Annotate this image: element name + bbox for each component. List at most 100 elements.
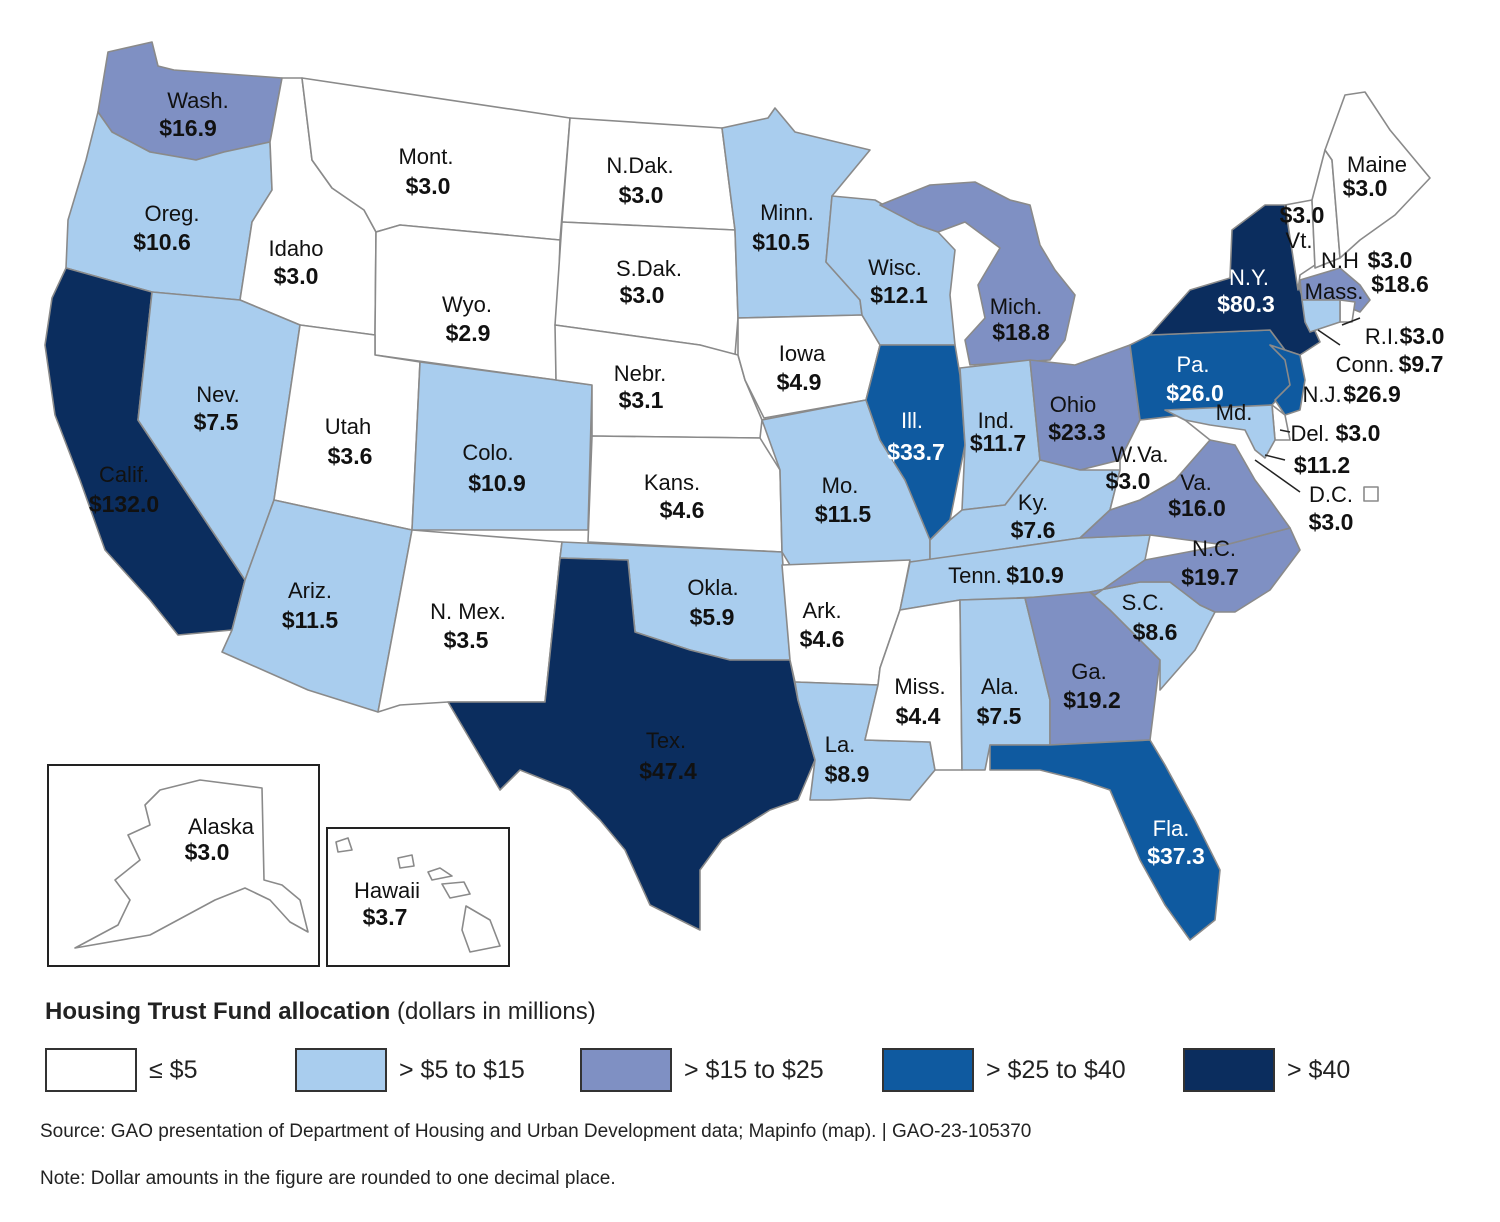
svg-text:R.I.: R.I. [1365, 324, 1399, 349]
legend-label-2: > $15 to $25 [684, 1055, 824, 1084]
svg-text:$33.7: $33.7 [887, 439, 945, 465]
label-tn: Tenn. $10.9 [948, 562, 1064, 588]
label-ne: Nebr.$3.1 [614, 361, 667, 413]
legend-label-0: ≤ $5 [149, 1055, 198, 1084]
state-md[interactable] [1164, 404, 1276, 459]
label-mt: Mont. $3.0 [398, 144, 453, 199]
svg-text:$10.6: $10.6 [133, 229, 191, 255]
svg-text:$3.0: $3.0 [1106, 468, 1151, 494]
svg-text:Tenn.: Tenn. [948, 563, 1002, 588]
label-ok: Okla. $5.9 [687, 575, 738, 630]
svg-text:N. Mex.: N. Mex. [430, 599, 506, 624]
label-nd: N.Dak. $3.0 [606, 153, 673, 208]
label-ia: Iowa $4.9 [777, 341, 826, 395]
label-ms: Miss. $4.4 [894, 674, 945, 729]
label-wy: Wyo. $2.9 [442, 292, 492, 346]
label-nj: N.J. $26.9 [1302, 381, 1400, 407]
svg-text:N.J.: N.J. [1302, 382, 1341, 407]
svg-text:$11.2: $11.2 [1294, 452, 1350, 478]
label-or: Oreg. $10.6 [133, 201, 199, 255]
label-ct: Conn. $9.7 [1336, 351, 1444, 377]
svg-text:$7.5: $7.5 [977, 703, 1022, 729]
rounding-note: Note: Dollar amounts in the figure are r… [40, 1168, 616, 1189]
svg-text:S.C.: S.C. [1122, 590, 1165, 615]
svg-text:Tex.: Tex. [646, 728, 686, 753]
svg-text:Ga.: Ga. [1071, 659, 1106, 684]
label-sd: S.Dak.$3.0 [616, 256, 682, 308]
svg-text:Ala.: Ala. [981, 674, 1019, 699]
svg-text:$47.4: $47.4 [639, 758, 697, 784]
state-ne[interactable] [554, 324, 763, 439]
label-al: Ala. $7.5 [977, 674, 1022, 729]
svg-text:$3.5: $3.5 [444, 627, 489, 653]
svg-text:D.C.: D.C. [1309, 482, 1353, 507]
svg-text:Ariz.: Ariz. [288, 578, 332, 603]
svg-text:$4.9: $4.9 [777, 369, 822, 395]
svg-text:$3.0: $3.0 [185, 839, 230, 865]
svg-text:$3.0: $3.0 [1368, 247, 1413, 273]
svg-text:$9.7: $9.7 [1399, 351, 1444, 377]
svg-text:N.H: N.H [1321, 248, 1359, 273]
state-hi[interactable] [335, 837, 501, 953]
svg-text:$3.0: $3.0 [406, 173, 451, 199]
svg-text:$80.3: $80.3 [1217, 291, 1275, 317]
svg-text:$3.0: $3.0 [620, 282, 665, 308]
svg-text:Del.: Del. [1290, 421, 1329, 446]
svg-text:$3.0: $3.0 [1400, 323, 1445, 349]
svg-text:$4.6: $4.6 [800, 626, 845, 652]
legend-swatch-3 [882, 1048, 974, 1092]
label-md: Md. $11.2 [1216, 400, 1350, 478]
svg-text:$19.2: $19.2 [1063, 687, 1121, 713]
svg-text:Oreg.: Oreg. [144, 201, 199, 226]
state-tx[interactable] [447, 557, 816, 931]
label-il: Ill. $33.7 [887, 408, 945, 465]
label-ny: N.Y.$80.3 [1217, 265, 1275, 317]
svg-text:$18.8: $18.8 [992, 319, 1050, 345]
label-ma: Mass. $18.6 [1305, 271, 1429, 304]
label-ut: Utah $3.6 [325, 414, 373, 469]
label-ri: R.I. $3.0 [1365, 323, 1445, 349]
svg-text:Alaska: Alaska [188, 814, 255, 839]
svg-text:Md.: Md. [1216, 400, 1253, 425]
legend-label-3: > $25 to $40 [986, 1055, 1126, 1084]
label-in: Ind.$11.7 [970, 408, 1026, 456]
svg-text:$11.5: $11.5 [282, 607, 338, 633]
label-dc: D.C.$3.0 [1309, 482, 1354, 535]
legend-item-0: ≤ $5 [45, 1046, 197, 1094]
svg-text:Mich.: Mich. [990, 294, 1043, 319]
svg-text:W.Va.: W.Va. [1111, 442, 1168, 467]
svg-text:$132.0: $132.0 [89, 491, 159, 517]
label-mn: Minn. $10.5 [752, 200, 814, 255]
svg-text:$18.6: $18.6 [1371, 271, 1429, 297]
state-mi[interactable] [879, 181, 1076, 366]
svg-text:$4.4: $4.4 [896, 703, 941, 729]
legend-swatch-1 [295, 1048, 387, 1092]
legend-item-3: > $25 to $40 [882, 1046, 1126, 1094]
state-dc[interactable] [1363, 486, 1379, 502]
svg-text:Miss.: Miss. [894, 674, 945, 699]
state-ak[interactable] [74, 779, 309, 949]
state-vt[interactable] [1284, 199, 1316, 291]
svg-text:$11.5: $11.5 [815, 501, 871, 527]
state-co[interactable] [411, 361, 593, 531]
state-fl[interactable] [989, 739, 1221, 941]
svg-text:$3.7: $3.7 [363, 904, 408, 930]
label-az: Ariz. $11.5 [282, 578, 338, 633]
svg-text:$10.9: $10.9 [1006, 562, 1064, 588]
label-de: Del. $3.0 [1290, 420, 1380, 446]
svg-text:$19.7: $19.7 [1181, 564, 1239, 590]
svg-text:Okla.: Okla. [687, 575, 738, 600]
leader-lines [1254, 317, 1361, 493]
label-nv: Nev.$7.5 [194, 382, 240, 435]
svg-text:$3.1: $3.1 [619, 387, 664, 413]
svg-text:Mont.: Mont. [398, 144, 453, 169]
svg-text:Colo.: Colo. [462, 440, 513, 465]
state-ct[interactable] [1301, 299, 1341, 333]
state-me[interactable] [1324, 91, 1431, 259]
label-nc: N.C. $19.7 [1181, 536, 1239, 590]
svg-text:Kans.: Kans. [644, 470, 700, 495]
legend-title-bold: Housing Trust Fund allocation [45, 998, 391, 1025]
svg-text:$3.0: $3.0 [1309, 509, 1354, 535]
svg-text:$5.9: $5.9 [690, 604, 735, 630]
svg-text:Ky.: Ky. [1018, 490, 1048, 515]
